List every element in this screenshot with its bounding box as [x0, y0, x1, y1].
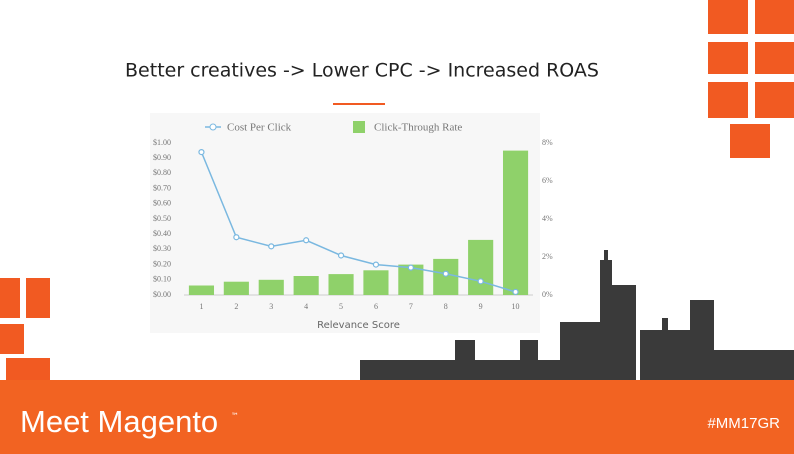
bar — [223, 281, 249, 295]
x-tick-label: 8 — [444, 302, 448, 311]
y-tick-label: $0.20 — [153, 259, 171, 268]
point — [198, 149, 205, 156]
bar — [502, 150, 529, 295]
point — [512, 288, 519, 296]
y-tick-label: $0.60 — [153, 199, 171, 208]
footer-band — [0, 380, 794, 454]
y2-tick-label: 0% — [542, 290, 553, 299]
x-tick-label: 5 — [339, 302, 343, 311]
y-tick-label: $0.10 — [153, 275, 171, 284]
x-tick-label: 6 — [374, 302, 378, 311]
x-tick-label: 1 — [199, 302, 203, 311]
legend-swatch — [209, 123, 217, 131]
x-tick-label: 10 — [512, 302, 520, 311]
point — [477, 278, 484, 285]
y-tick-label: $1.00 — [153, 138, 171, 147]
y-tick-label: $0.00 — [153, 290, 171, 299]
point — [233, 234, 240, 241]
trademark: ™ — [231, 412, 239, 421]
title-underline — [333, 103, 385, 105]
point — [337, 252, 345, 259]
decor — [0, 0, 794, 380]
hashtag: #MM17GR — [707, 415, 780, 432]
y-tick-label: $0.90 — [153, 153, 171, 162]
y-tick-label: $0.40 — [153, 229, 171, 238]
legend-swatch — [353, 121, 365, 133]
y2-tick-label: 8% — [542, 138, 553, 147]
y2-tick-label: 6% — [542, 176, 553, 185]
point — [268, 243, 275, 250]
bar — [293, 276, 319, 295]
point — [407, 264, 414, 271]
y-tick-label: $0.80 — [153, 168, 171, 177]
bar — [258, 279, 284, 295]
legend-label: Cost Per Click — [227, 122, 292, 134]
x-tick-label: 3 — [269, 302, 273, 311]
bar — [363, 270, 389, 295]
x-tick-label: 4 — [304, 302, 308, 311]
y-tick-label: $0.50 — [153, 214, 171, 223]
bar — [468, 239, 494, 295]
skyline — [360, 250, 794, 380]
line — [200, 151, 516, 293]
y-tick-label: $0.70 — [153, 183, 171, 192]
y-tick-label: $0.30 — [153, 244, 171, 253]
point — [442, 270, 449, 277]
bar — [433, 258, 459, 295]
bar — [188, 285, 215, 295]
chart-panel — [150, 113, 540, 333]
y2-tick-label: 2% — [542, 252, 553, 261]
x-axis-label: Relevance Score — [317, 320, 400, 331]
brand: Meet Magento — [20, 404, 218, 439]
x-tick-label: 7 — [409, 302, 413, 311]
bar — [328, 274, 354, 295]
point — [372, 261, 380, 268]
legend-label: Click-Through Rate — [374, 122, 462, 134]
x-tick-label: 9 — [479, 302, 483, 311]
y2-tick-label: 4% — [542, 214, 553, 223]
x-tick-label: 2 — [234, 302, 238, 311]
slide-title: Better creatives -> Lower CPC -> Increas… — [125, 60, 599, 82]
point — [303, 237, 310, 244]
